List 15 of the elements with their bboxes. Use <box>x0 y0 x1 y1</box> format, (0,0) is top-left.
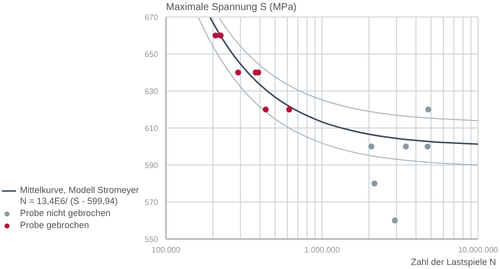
y-tick-label: 590 <box>144 160 159 170</box>
legend-label: Probe nicht gebrochen <box>20 208 111 219</box>
y-axis-title: Maximale Spannung S (MPa) <box>166 2 297 13</box>
y-tick-label: 670 <box>144 12 159 22</box>
y-tick-label: 650 <box>144 50 159 59</box>
x-axis-title: Zahl der Lastspiele N <box>410 257 496 267</box>
legend-label: Mittelkurve, Modell Stromeyer N = 13,4E6/ (S - 599,94) <box>20 185 140 207</box>
legend-label: Probe gebrochen <box>20 220 90 231</box>
y-tick-label: 610 <box>144 124 159 133</box>
y-tick-label: 630 <box>144 86 159 96</box>
x-tick-label: 100.000 <box>152 246 182 255</box>
x-tick-label: 10.000.000 <box>458 246 499 255</box>
x-tick-label: 1.000.000 <box>304 246 340 255</box>
y-tick-label: 570 <box>144 198 159 207</box>
y-tick-label: 550 <box>144 234 159 244</box>
